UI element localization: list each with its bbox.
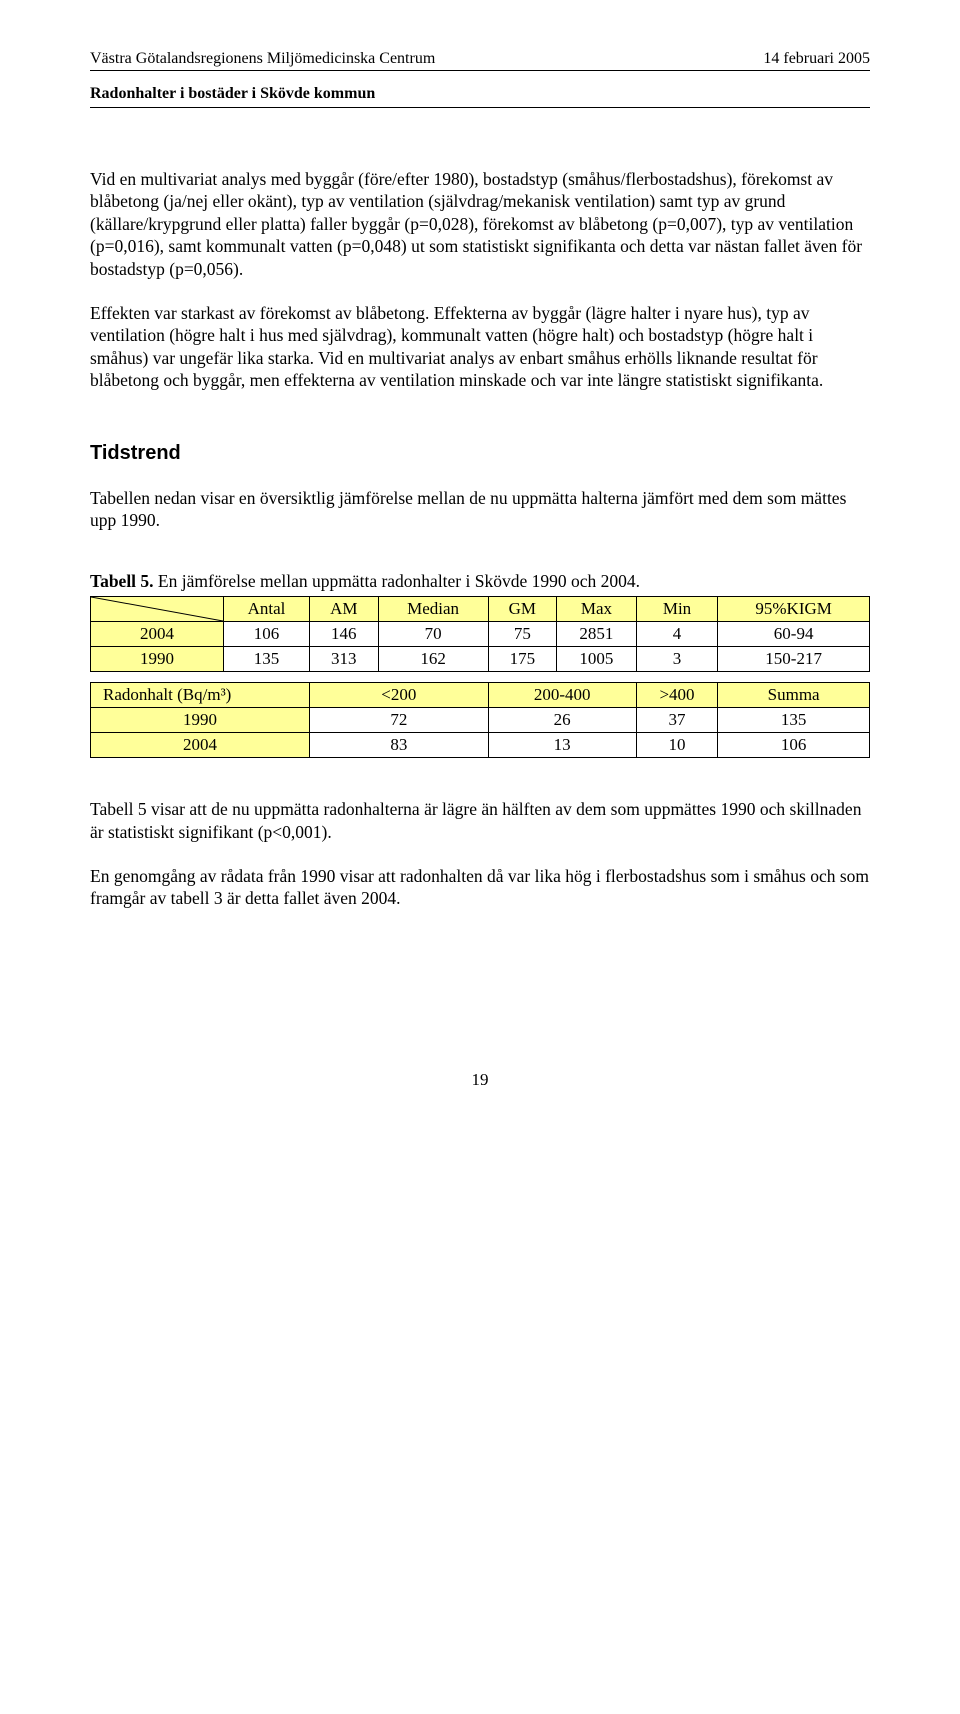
cell: 313 (310, 647, 378, 672)
paragraph-3: Tabellen nedan visar en översiktlig jämf… (90, 487, 870, 532)
header-rule-top (90, 70, 870, 71)
header-right: 14 februari 2005 (763, 50, 870, 68)
table5-h-antal: Antal (224, 597, 310, 622)
table5-spacer (91, 672, 870, 683)
section-heading-tidstrend: Tidstrend (90, 442, 870, 465)
cell: 2004 (91, 733, 310, 758)
cell: 26 (488, 708, 636, 733)
paragraph-1: Vid en multivariat analys med byggår (fö… (90, 168, 870, 280)
header-rule-bottom (90, 107, 870, 108)
table5-h-max: Max (557, 597, 637, 622)
cell: 162 (378, 647, 488, 672)
cell: 60-94 (718, 622, 870, 647)
table5-h-median: Median (378, 597, 488, 622)
table5-caption-bold: Tabell 5. (90, 571, 154, 591)
table5-part1-row-2004: 2004 106 146 70 75 2851 4 60-94 (91, 622, 870, 647)
cell: 10 (636, 733, 718, 758)
cell: 150-217 (718, 647, 870, 672)
table5-part1-row-1990: 1990 135 313 162 175 1005 3 150-217 (91, 647, 870, 672)
cell: 4 (636, 622, 718, 647)
cell: 1990 (91, 708, 310, 733)
cell: 2851 (557, 622, 637, 647)
table5-part2-row-1990: 1990 72 26 37 135 (91, 708, 870, 733)
cell: 135 (718, 708, 870, 733)
cell: 135 (224, 647, 310, 672)
table5: Antal AM Median GM Max Min 95%KIGM 2004 … (90, 596, 870, 758)
paragraph-4: Tabell 5 visar att de nu uppmätta radonh… (90, 798, 870, 843)
cell: 83 (310, 733, 489, 758)
table5-diagonal-cell (91, 597, 224, 622)
table5-h-kigm: 95%KIGM (718, 597, 870, 622)
table5-part2-h2: 200-400 (488, 683, 636, 708)
cell: 1990 (91, 647, 224, 672)
table5-caption-rest: En jämförelse mellan uppmätta radonhalte… (154, 571, 640, 591)
table5-h-am: AM (310, 597, 378, 622)
cell: 3 (636, 647, 718, 672)
cell: 13 (488, 733, 636, 758)
cell: 72 (310, 708, 489, 733)
header-subtitle: Radonhalter i bostäder i Skövde kommun (90, 85, 870, 103)
cell: 37 (636, 708, 718, 733)
cell: 146 (310, 622, 378, 647)
cell: 1005 (557, 647, 637, 672)
table5-h-min: Min (636, 597, 718, 622)
cell: 106 (718, 733, 870, 758)
page-number: 19 (90, 1070, 870, 1090)
table5-part2-row-2004: 2004 83 13 10 106 (91, 733, 870, 758)
paragraph-2: Effekten var starkast av förekomst av bl… (90, 302, 870, 392)
table5-part2-h3: >400 (636, 683, 718, 708)
header-left: Västra Götalandsregionens Miljömedicinsk… (90, 50, 435, 68)
table5-part2-h1: <200 (310, 683, 489, 708)
table5-part2-h4: Summa (718, 683, 870, 708)
cell: 2004 (91, 622, 224, 647)
table5-part1-header-row: Antal AM Median GM Max Min 95%KIGM (91, 597, 870, 622)
paragraph-5: En genomgång av rådata från 1990 visar a… (90, 865, 870, 910)
table5-h-gm: GM (488, 597, 556, 622)
table5-part2-header-row: Radonhalt (Bq/m³) <200 200-400 >400 Summ… (91, 683, 870, 708)
table5-caption: Tabell 5. En jämförelse mellan uppmätta … (90, 571, 870, 592)
cell: 70 (378, 622, 488, 647)
cell: 175 (488, 647, 556, 672)
cell: 106 (224, 622, 310, 647)
table5-part2-label: Radonhalt (Bq/m³) (91, 683, 310, 708)
cell: 75 (488, 622, 556, 647)
